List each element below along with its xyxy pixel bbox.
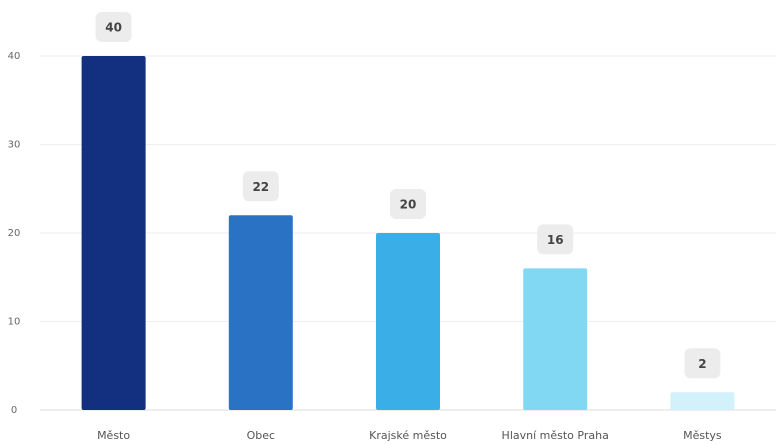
bar — [228, 215, 293, 410]
x-tick-label: Obec — [247, 429, 275, 442]
bar — [81, 56, 146, 410]
x-tick-label: Krajské město — [369, 429, 447, 442]
value-label-box — [95, 12, 132, 42]
value-label-box — [537, 224, 574, 255]
bar — [376, 233, 440, 410]
value-label: 16 — [547, 233, 564, 247]
x-tick-label: Hlavní město Praha — [502, 429, 609, 442]
value-label-box — [684, 348, 721, 379]
y-tick-label: 10 — [8, 317, 21, 328]
x-tick-label: Městys — [683, 429, 722, 442]
value-label-box — [390, 189, 426, 219]
y-tick-label: 30 — [8, 140, 21, 151]
value-label: 40 — [105, 21, 122, 35]
bar — [523, 268, 588, 410]
bar — [670, 392, 735, 410]
y-tick-label: 20 — [8, 228, 21, 239]
value-label: 22 — [252, 180, 269, 194]
value-label: 20 — [400, 198, 417, 212]
value-label-box — [242, 171, 279, 202]
y-tick-label: 0 — [11, 405, 17, 416]
x-tick-label: Město — [97, 429, 130, 442]
y-tick-label: 40 — [8, 51, 21, 62]
value-label: 2 — [698, 357, 706, 371]
